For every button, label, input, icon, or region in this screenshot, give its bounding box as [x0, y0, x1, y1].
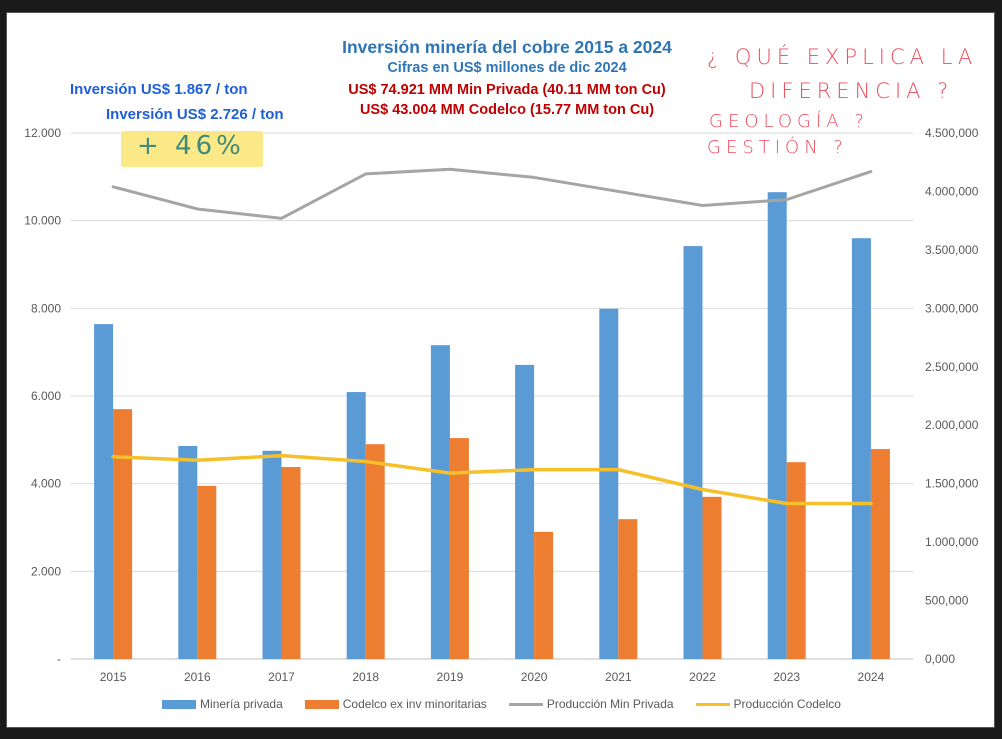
- handwritten-note-3: GEOLOGÍA ?: [709, 111, 869, 132]
- bar-mineria-privada-2021: [599, 308, 619, 659]
- handwritten-note-4: GESTIÓN ?: [707, 137, 848, 158]
- chart-subtitle: Cifras en US$ millones de dic 2024: [387, 60, 627, 76]
- handwritten-note-2: DIFERENCIA ?: [749, 79, 954, 103]
- x-tick-label: 2018: [352, 670, 379, 684]
- x-tick-label: 2023: [773, 670, 800, 684]
- legend-swatch: [304, 699, 339, 709]
- y-tick-label: 4.000: [31, 477, 61, 491]
- investment-private-per-ton: Inversión US$ 1.867 / ton: [70, 81, 248, 98]
- y2-tick-label: 3.000,000: [925, 301, 979, 315]
- bar-codelco-2015: [113, 409, 133, 659]
- x-tick-label: 2019: [437, 670, 464, 684]
- x-axis: 2015 2016 2017 2018 2019 2020 2021 2022 2023 2024: [100, 670, 885, 684]
- y2-tick-label: 1.500,000: [925, 477, 979, 491]
- bar-mineria-privada-2015: [94, 324, 114, 659]
- bar-codelco-2016: [197, 485, 217, 659]
- y2-tick-label: 2.500,000: [925, 360, 979, 374]
- y-tick-label: 2.000: [31, 564, 61, 578]
- chart-frame: - 2.000 4.000 6.000 8.000 10.000 12.000 0,000 5…: [6, 12, 995, 728]
- y-tick-label: -: [57, 652, 61, 666]
- legend-item-produccion-min-privada[interactable]: Producción Min Privada: [508, 697, 674, 711]
- y-tick-label: 12.000: [24, 126, 61, 140]
- legend-item-produccion-codelco[interactable]: Producción Codelco: [695, 697, 841, 711]
- y-axis-left: - 2.000 4.000 6.000 8.000 10.000 12.000: [24, 126, 61, 666]
- x-tick-label: 2020: [521, 670, 548, 684]
- legend-label: Codelco ex inv minoritarias: [342, 697, 487, 711]
- y2-tick-label: 0,000: [925, 652, 955, 666]
- bar-mineria-privada-2022: [683, 246, 703, 659]
- y-tick-label: 10.000: [24, 214, 61, 228]
- handwritten-note-1: ¿ QUÉ EXPLICA LA: [707, 45, 978, 69]
- bar-mineria-privada-2019: [430, 345, 450, 659]
- bars: [94, 192, 890, 660]
- y2-tick-label: 3.500,000: [925, 243, 979, 257]
- bar-mineria-privada-2024: [851, 238, 871, 659]
- bar-codelco-2021: [618, 519, 638, 659]
- bar-codelco-2023: [786, 462, 806, 659]
- legend-label: Producción Min Privada: [546, 697, 674, 711]
- x-tick-label: 2016: [184, 670, 211, 684]
- highlight-annotation: + 46%: [137, 131, 245, 161]
- bar-mineria-privada-2016: [178, 445, 198, 659]
- x-tick-label: 2015: [100, 670, 127, 684]
- subtitle-private: US$ 74.921 MM Min Privada (40.11 MM ton …: [348, 82, 666, 98]
- bar-codelco-2024: [870, 449, 890, 659]
- y-tick-label: 8.000: [31, 301, 61, 315]
- y2-tick-label: 4.500,000: [925, 126, 979, 140]
- bar-codelco-2017: [281, 467, 301, 659]
- legend-swatch: [162, 699, 197, 709]
- legend-label: Producción Codelco: [733, 697, 841, 711]
- y2-tick-label: 1.000,000: [925, 535, 979, 549]
- legend-swatch: [695, 702, 730, 706]
- bar-mineria-privada-2017: [262, 450, 282, 659]
- legend: Minería privada Codelco ex inv minoritar…: [7, 697, 994, 711]
- bar-codelco-2018: [365, 444, 385, 659]
- bar-mineria-privada-2023: [767, 192, 787, 660]
- y2-tick-label: 4.000,000: [925, 184, 979, 198]
- y-axis-right: 0,000 500,000 1.000,000 1.500,000 2.000,000 2…: [925, 126, 979, 666]
- y-tick-label: 6.000: [31, 389, 61, 403]
- x-tick-label: 2022: [689, 670, 716, 684]
- x-tick-label: 2021: [605, 670, 632, 684]
- lines: [111, 167, 873, 506]
- x-tick-label: 2024: [858, 670, 885, 684]
- investment-codelco-per-ton: Inversión US$ 2.726 / ton: [106, 106, 284, 123]
- bar-codelco-2020: [534, 531, 554, 659]
- legend-item-mineria-privada[interactable]: Minería privada: [162, 697, 283, 711]
- y2-tick-label: 2.000,000: [925, 418, 979, 432]
- bar-mineria-privada-2018: [346, 392, 366, 659]
- bar-mineria-privada-2020: [515, 364, 535, 659]
- bar-codelco-2022: [702, 496, 722, 659]
- y2-tick-label: 500,000: [925, 594, 969, 608]
- subtitle-codelco: US$ 43.004 MM Codelco (15.77 MM ton Cu): [359, 102, 655, 118]
- chart-title: Inversión minería del cobre 2015 a 2024: [342, 37, 672, 57]
- highlight-marker: [121, 131, 263, 167]
- chart-canvas: - 2.000 4.000 6.000 8.000 10.000 12.000 0,000 5…: [24, 126, 979, 684]
- line-produccion-min-privada: [111, 167, 873, 220]
- legend-item-codelco[interactable]: Codelco ex inv minoritarias: [304, 697, 487, 711]
- x-tick-label: 2017: [268, 670, 295, 684]
- legend-label: Minería privada: [200, 697, 283, 711]
- line-produccion-codelco: [111, 453, 873, 506]
- legend-swatch: [508, 702, 543, 706]
- bar-codelco-2019: [449, 438, 469, 659]
